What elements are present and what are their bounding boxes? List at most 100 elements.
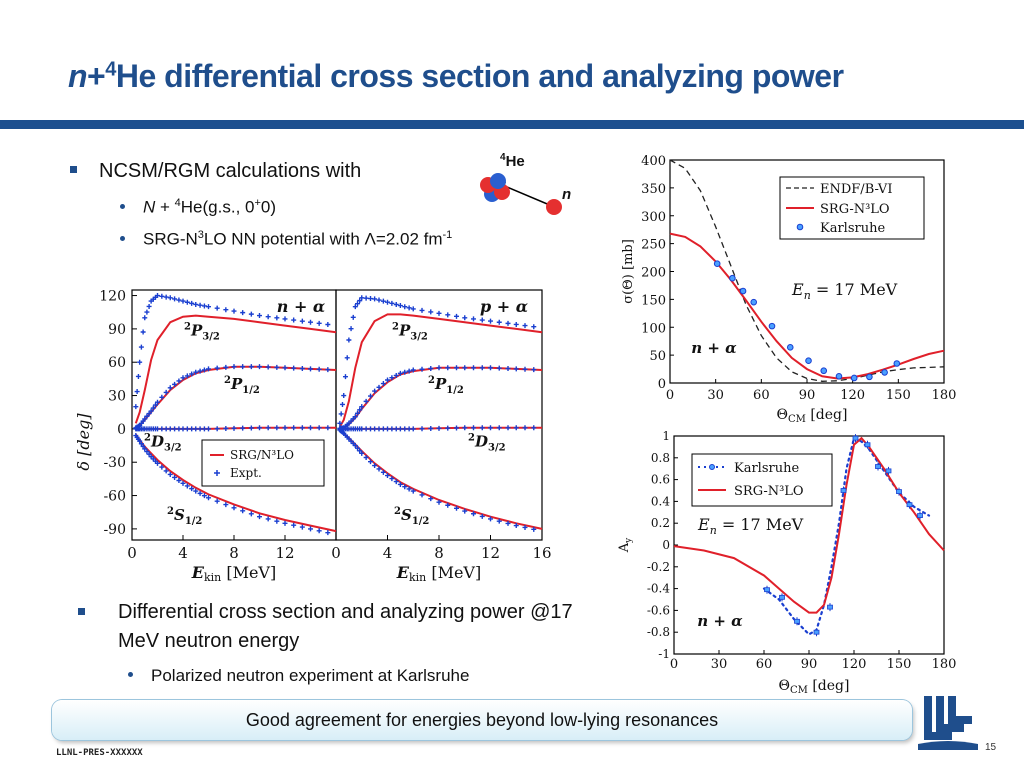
expt-point-p [385,473,390,479]
theory-curve-n-p32 [134,314,337,424]
karlsruhe-point [768,322,776,330]
karlsruhe-point [729,274,736,282]
expt-point-p [406,486,412,492]
bullet-2-text: Differential cross section and analyzing… [118,601,573,652]
expt-point-n [189,371,195,377]
expt-point-p [496,425,502,431]
expt-point-p [471,316,477,322]
expt-point-n [201,367,207,373]
theory-curve-n-s12 [134,433,337,533]
x-axis-label-left: Ekin [MeV] [191,563,276,584]
expt-point-p [363,295,369,301]
expt-point-p [380,298,386,304]
expt-point-n [137,438,143,444]
expt-point-p [488,318,493,324]
y-tick-label: 60 [108,355,126,371]
x-tick-label: 8 [434,544,444,562]
expt-point-p [402,304,408,310]
expt-point-p [462,365,468,371]
expt-point-p [376,426,382,432]
karlsruhe-point [827,604,833,610]
sub1-italic-n: N [143,197,156,217]
x-tick-label: 12 [275,544,294,562]
expt-point-p [355,445,361,451]
wave-label-p12: 2P1/2 [428,375,464,396]
x-tick-label: 150 [887,657,912,672]
expt-point-n [291,365,297,371]
panel-label: n + α [697,612,743,630]
expt-point-p [513,523,519,529]
expt-point-p [402,426,408,432]
y-tick-label: 250 [641,238,666,253]
expt-point-p [428,426,434,432]
expt-point-n [214,426,220,432]
expt-point-p [372,296,378,302]
x-axis-label: ΘCM [deg] [779,678,850,696]
expt-point-p [445,365,451,371]
x-tick-label: 0 [127,544,137,562]
x-tick-label: 30 [707,388,724,403]
expt-point-n [134,389,140,395]
expt-point-n [133,404,139,410]
expt-point-p [385,426,390,432]
karlsruhe-point [893,360,901,367]
expt-point-n [308,526,313,532]
sub2-sup: 3 [197,229,204,241]
karlsruhe-point [805,357,812,364]
expt-point-p [522,323,528,329]
karlsruhe-point [779,594,785,600]
expt-point-n [193,369,199,375]
x-tick-label: 16 [532,544,551,562]
y-tick-label: 150 [641,293,666,308]
expt-point-n [138,441,144,447]
karlsruhe-point [794,618,800,624]
x-tick-label: 4 [383,544,393,562]
expt-point-p [462,315,468,321]
theory-curve [673,436,945,614]
expt-point-p [479,317,485,323]
bullet-1: NCSM/RGM calculations with [70,160,361,183]
expt-point-n [172,381,178,387]
expt-point-p [436,365,442,371]
expt-point-n [184,299,190,305]
expt-point-p [410,367,416,373]
expt-point-n [184,373,190,379]
incident-neutron-icon [546,199,562,215]
expt-point-n [231,308,237,314]
expt-point-p [410,488,416,494]
expt-point-n [282,425,288,431]
expt-point-n [193,488,199,494]
expt-point-p [402,484,408,490]
expt-point-n [159,394,165,400]
panel-label: n + α [691,339,737,357]
y-tick-label: -30 [103,455,126,471]
bullet-1-text: NCSM/RGM calculations with [99,160,362,182]
wave-label-d32: 2D3/2 [468,433,506,454]
expt-point-p [352,304,358,310]
expt-point-n [180,480,186,486]
expt-point-p [363,398,369,404]
karlsruhe-point [866,373,873,381]
expt-point-p [488,365,493,371]
expt-point-p [471,425,477,431]
expt-point-p [397,426,403,432]
x-tick-label: 120 [842,657,867,672]
expt-point-p [352,414,358,420]
karlsruhe-point [852,435,859,441]
y-tick-label: -0.6 [647,603,670,617]
expt-point-p [436,310,442,316]
expt-point-p [339,401,345,407]
expt-point-n [282,520,288,526]
y-tick-label: 90 [108,322,126,338]
expt-point-n [184,483,190,489]
y-tick-label: 0.8 [651,451,670,465]
expt-point-p [513,321,519,327]
bullet-1-sub-1: N + 4He(g.s., 0+0) [120,197,276,218]
theory-curve-p-p32 [339,313,543,428]
ay-legend-box [691,453,833,507]
expt-point-p [496,365,502,371]
expt-point-n [155,293,160,299]
expt-point-p [513,425,519,431]
x-tick-label: 120 [840,388,865,403]
expt-point-n [176,477,182,483]
